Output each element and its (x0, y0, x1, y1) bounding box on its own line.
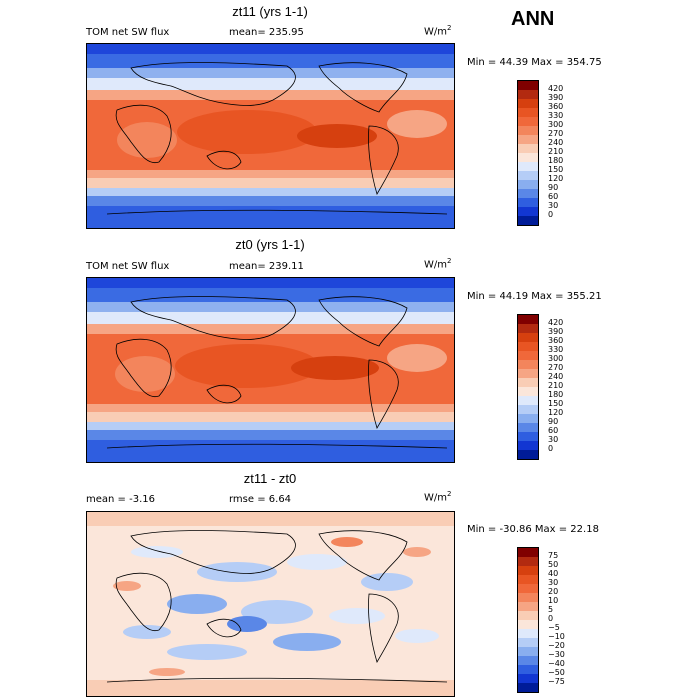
panel-2-units: W/m2 (424, 257, 452, 271)
panel-3-mean: mean = -3.16 (86, 494, 155, 505)
panel-2-map (86, 277, 455, 463)
panel-2-colorbar (517, 314, 539, 460)
panel-2-minmax: Min = 44.19 Max = 355.21 (467, 291, 602, 302)
panel-3-title: zt11 - zt0 (243, 471, 297, 486)
panel-1-colorbar (517, 80, 539, 226)
panel-2-mean: mean= 239.11 (229, 261, 304, 272)
panel-3-minmax: Min = -30.86 Max = 22.18 (467, 524, 599, 535)
season-title: ANN (511, 8, 555, 30)
panel-2-title: zt0 (yrs 1-1) (235, 237, 305, 252)
panel-3-colorbar (517, 547, 539, 693)
panel-3-units: W/m2 (424, 490, 452, 504)
panel-3-map (86, 511, 455, 697)
panel-3-rmse: rmse = 6.64 (229, 494, 292, 505)
panel-1-minmax: Min = 44.39 Max = 354.75 (467, 57, 602, 68)
panel-1-units: W/m2 (424, 24, 452, 38)
panel-1-field-label: TOM net SW flux (86, 27, 170, 38)
panel-1-title: zt11 (yrs 1-1) (232, 4, 308, 19)
panel-2-field-label: TOM net SW flux (86, 261, 170, 272)
panel-1-map (86, 43, 455, 229)
panel-1-mean: mean= 235.95 (229, 27, 304, 38)
